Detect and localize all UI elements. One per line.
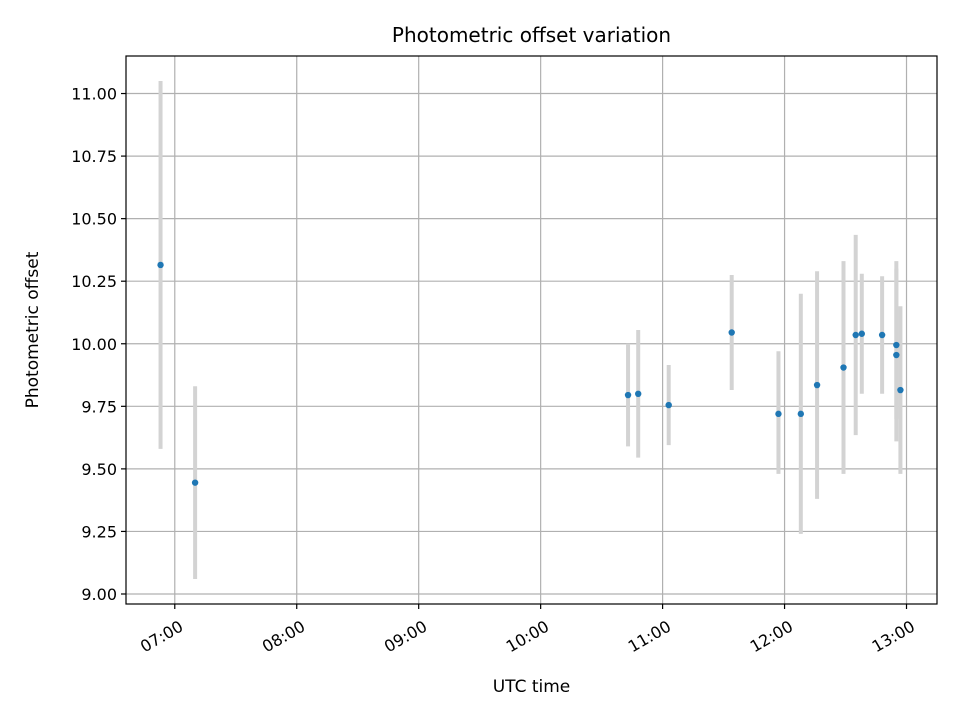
data-point [852,331,859,339]
data-point [878,331,886,339]
data-point [624,391,632,399]
data-point [893,351,900,359]
y-axis-label: Photometric offset [23,251,43,408]
plot-frame [125,55,938,605]
y-tick-label: 10.50 [71,210,117,229]
y-tick-label: 9.75 [81,397,117,416]
data-point [858,330,865,337]
y-tick-label: 10.25 [71,272,117,291]
data-point [775,410,782,418]
x-axis-label: UTC time [493,677,571,697]
data-point [191,479,199,486]
data-point [728,329,735,336]
data-point [893,341,900,349]
data-point [157,261,164,269]
y-tick-label: 10.00 [71,335,117,354]
data-point [813,381,821,389]
y-tick-label: 9.50 [81,460,117,479]
y-tick-label: 9.00 [81,585,117,604]
chart-title: Photometric offset variation [392,23,671,47]
data-point [897,386,904,394]
y-tick-label: 10.75 [71,147,117,166]
data-point [797,410,805,418]
y-tick-label: 9.25 [81,522,117,541]
y-tick-label: 11.00 [71,85,117,104]
data-point [665,401,672,409]
data-point [840,364,847,371]
point-layer [157,261,904,486]
data-point [635,390,642,398]
